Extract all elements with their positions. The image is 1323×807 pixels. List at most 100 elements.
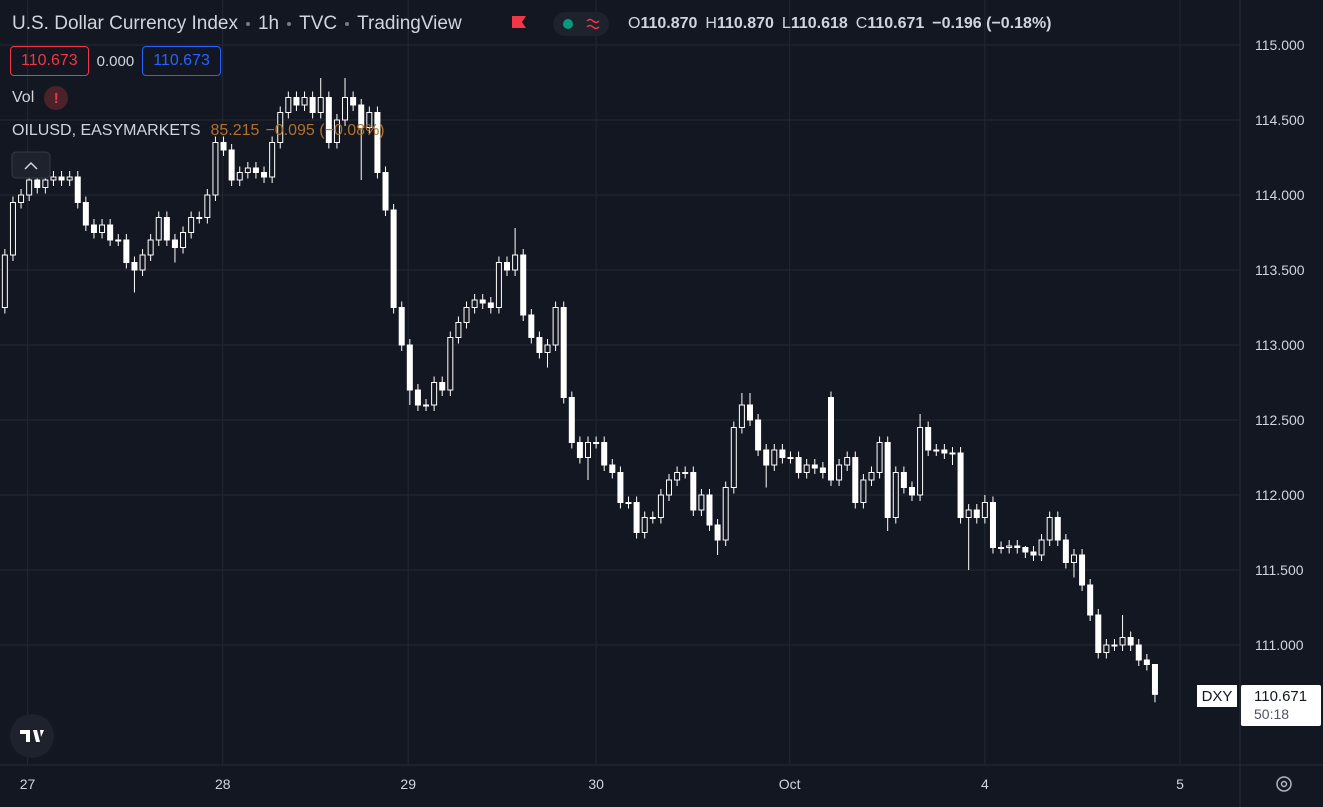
ohlc-item: H110.870 (705, 15, 774, 33)
tv-logo-mark (20, 730, 44, 742)
x-tick-label: 30 (588, 776, 604, 792)
x-tick-label: 28 (215, 776, 231, 792)
tv-logo[interactable] (10, 714, 54, 758)
candle-body (714, 524, 721, 541)
candle-body (528, 314, 535, 338)
candle-body (196, 217, 203, 219)
candle-body (1151, 664, 1158, 695)
candle-body (163, 217, 170, 241)
candle-body (1, 254, 8, 308)
candle-body (390, 209, 397, 308)
candle-body (1111, 644, 1118, 647)
candle-body (115, 239, 122, 242)
compare-symbol: OILUSD, EASYMARKETS (12, 122, 201, 139)
candle-body (309, 97, 316, 113)
candle-body (382, 172, 389, 211)
y-tick-label: 113.000 (1255, 337, 1305, 353)
candle-body (787, 457, 794, 459)
candle-body (682, 472, 689, 474)
candle-body (674, 472, 681, 481)
candle-body (941, 449, 948, 454)
y-tick-label: 114.000 (1255, 187, 1305, 203)
candle-body (471, 299, 478, 308)
candle-body (998, 547, 1005, 549)
candle-body (868, 472, 875, 481)
candle-body (690, 472, 697, 511)
trade-badges: 110.673 0.000 110.673 (10, 46, 221, 76)
flag-icon[interactable] (512, 16, 526, 28)
compare-row: OILUSD, EASYMARKETS 85.215 −0.095 (−0.08… (12, 122, 385, 140)
candle-body (1022, 547, 1029, 553)
candle-body (58, 176, 65, 181)
candle-body (1143, 659, 1150, 665)
candle-body (447, 337, 454, 391)
candle-body (34, 179, 41, 188)
ohlc-change: −0.196 (−0.18%) (932, 15, 1052, 32)
candle-body (180, 232, 187, 248)
candle-body (374, 112, 381, 173)
candle-body (625, 502, 632, 504)
candle-body (285, 97, 292, 113)
volume-alert[interactable]: ! (44, 86, 69, 110)
candle-body (900, 472, 907, 488)
spread: 0.000 (96, 52, 135, 70)
candle-body (26, 179, 33, 196)
sell-price[interactable]: 110.673 (10, 46, 89, 76)
candle-body (423, 404, 430, 407)
price-tag-price: 110.671 (1254, 688, 1308, 705)
source: TradingView (357, 13, 462, 34)
candle-body (755, 419, 762, 451)
candle-body (90, 224, 97, 233)
chevron-icon (24, 161, 38, 170)
candle-body (1135, 644, 1142, 661)
symbol-header: U.S. Dollar Currency Index 1h TVC Tradin… (12, 10, 462, 38)
candle-body (601, 442, 608, 466)
volume-row: Vol ! (12, 86, 69, 110)
settings-icon[interactable] (1276, 776, 1292, 792)
candle-body (884, 442, 891, 518)
candle-body (746, 404, 753, 421)
candle-body (188, 217, 195, 233)
candle-body (1127, 637, 1134, 646)
candle-body (317, 97, 324, 113)
collapse-button[interactable] (11, 151, 51, 179)
ohlc-item: O110.870 (628, 15, 697, 33)
candle-body (1038, 539, 1045, 556)
candle-body (1103, 644, 1110, 653)
candle-body (957, 452, 964, 518)
candle-body (228, 149, 235, 181)
candle-body (836, 464, 843, 481)
candle-body (925, 427, 932, 451)
candle-body (18, 194, 25, 203)
candle-body (42, 179, 49, 188)
candle-body (876, 442, 883, 473)
candle-body (552, 307, 559, 346)
price-tag: 110.671 50:18 (1241, 685, 1321, 726)
compare-last: 85.215 (210, 122, 260, 139)
axis-labels: 115.000 114.500 114.000 113.500 113.000 112.5… (20, 37, 1305, 792)
candle-body (463, 307, 470, 323)
buy-price[interactable]: 110.673 (142, 46, 221, 76)
candle-body (277, 112, 284, 143)
exchange: TVC (299, 13, 338, 34)
candle-body (1030, 551, 1037, 556)
candle-body (204, 194, 211, 218)
price-tag-countdown: 50:18 (1254, 706, 1290, 722)
symbol-title: U.S. Dollar Currency Index (12, 13, 238, 34)
candle-body (66, 176, 73, 181)
x-tick-label: 4 (981, 776, 989, 792)
candle-body (1095, 614, 1102, 653)
status-pill[interactable] (553, 12, 609, 36)
interval[interactable]: 1h (257, 13, 280, 34)
x-tick-label: 29 (400, 776, 416, 792)
candle-body (633, 502, 640, 533)
ohlc-value: 110.618 (790, 15, 848, 32)
candle-body (487, 302, 494, 308)
candle-body (398, 307, 405, 346)
candle-body (892, 472, 899, 518)
candle-body (649, 517, 656, 519)
candle-body (1062, 539, 1069, 563)
candle-body (74, 176, 81, 203)
candle-body (730, 427, 737, 488)
y-tick-label: 114.500 (1255, 112, 1305, 128)
